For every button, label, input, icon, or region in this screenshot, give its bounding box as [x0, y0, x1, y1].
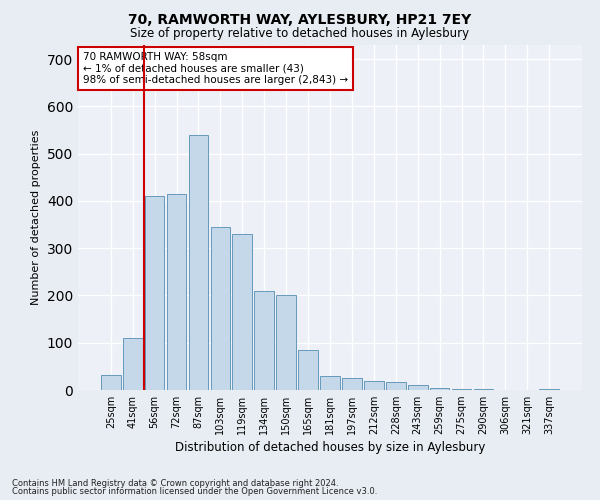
Bar [211, 227, 230, 390]
Bar [473, 389, 493, 390]
Bar [342, 378, 362, 390]
Bar [232, 234, 252, 390]
Text: Contains public sector information licensed under the Open Government Licence v3: Contains public sector information licen… [12, 487, 377, 496]
Bar [145, 196, 164, 390]
Bar [101, 375, 121, 390]
Y-axis label: Number of detached properties: Number of detached properties [31, 130, 41, 305]
Bar [539, 389, 559, 390]
Bar [452, 388, 472, 390]
Bar [254, 291, 274, 390]
Bar [188, 135, 208, 390]
Text: Size of property relative to detached houses in Aylesbury: Size of property relative to detached ho… [130, 28, 470, 40]
Bar [364, 380, 384, 390]
Bar [298, 350, 318, 390]
Bar [123, 338, 143, 390]
Bar [408, 386, 428, 390]
X-axis label: Distribution of detached houses by size in Aylesbury: Distribution of detached houses by size … [175, 442, 485, 454]
Text: 70 RAMWORTH WAY: 58sqm
← 1% of detached houses are smaller (43)
98% of semi-deta: 70 RAMWORTH WAY: 58sqm ← 1% of detached … [83, 52, 348, 85]
Bar [276, 296, 296, 390]
Bar [167, 194, 187, 390]
Text: Contains HM Land Registry data © Crown copyright and database right 2024.: Contains HM Land Registry data © Crown c… [12, 478, 338, 488]
Text: 70, RAMWORTH WAY, AYLESBURY, HP21 7EY: 70, RAMWORTH WAY, AYLESBURY, HP21 7EY [128, 12, 472, 26]
Bar [320, 376, 340, 390]
Bar [386, 382, 406, 390]
Bar [430, 388, 449, 390]
